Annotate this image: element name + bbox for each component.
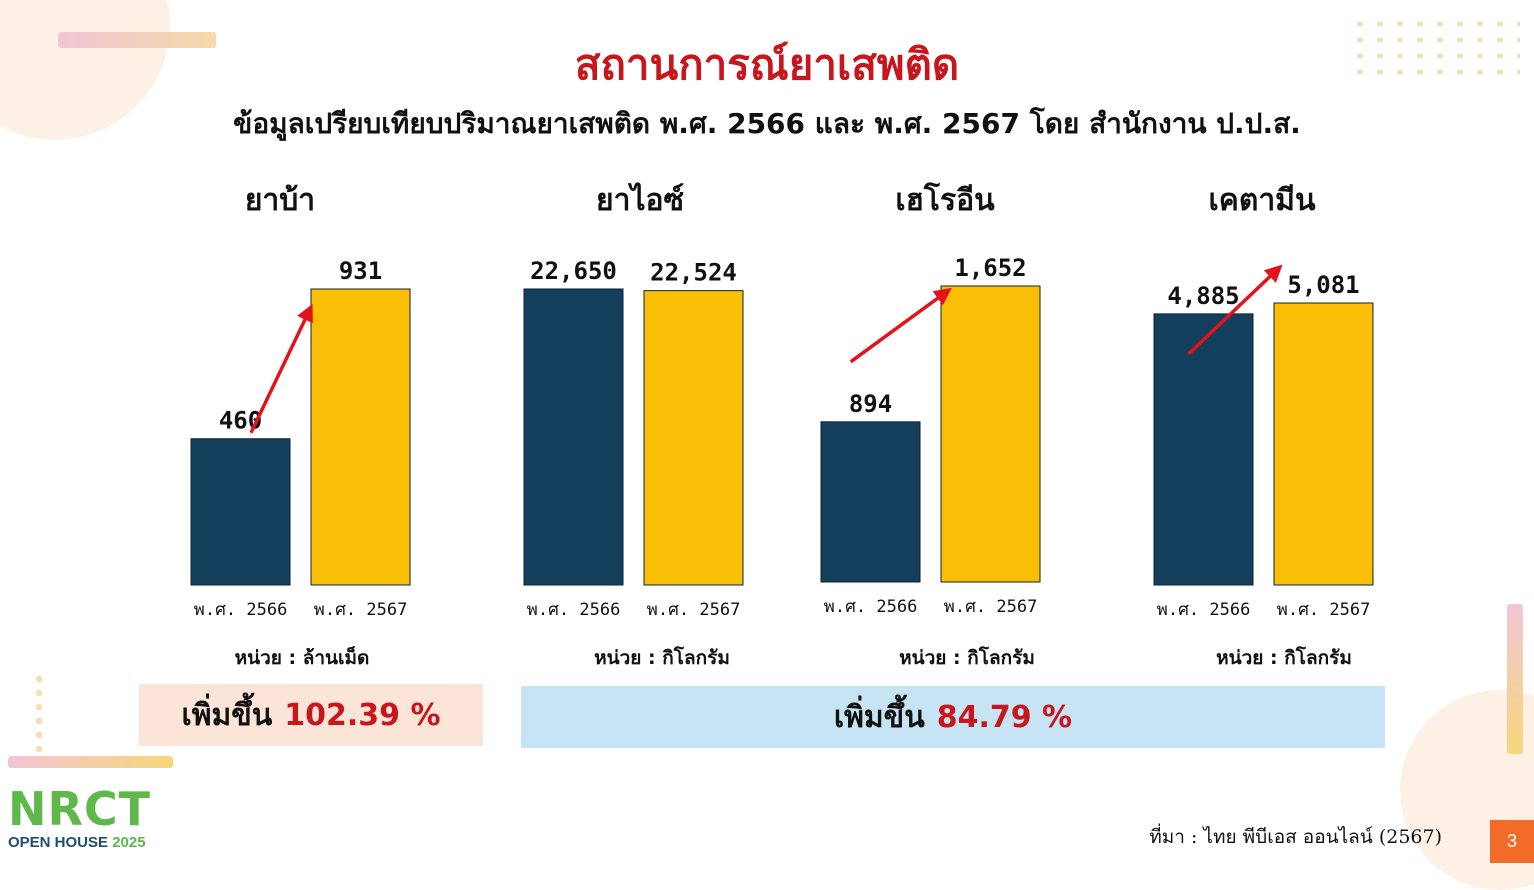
data-label: 5,081 xyxy=(1287,271,1359,299)
page-subtitle: ข้อมูลเปรียบเทียบปริมาณยาเสพติด พ.ศ. 256… xyxy=(233,107,1301,140)
data-label: 4,885 xyxy=(1167,282,1239,310)
nrct-logo: NRCT OPEN HOUSE 2025 xyxy=(8,756,188,851)
category-label: พ.ศ. 2566 xyxy=(194,600,288,620)
category-label: พ.ศ. 2566 xyxy=(527,600,621,620)
chart-title: ยาไอซ์ xyxy=(596,182,684,218)
category-label: พ.ศ. 2567 xyxy=(314,600,408,620)
trend-arrow xyxy=(849,287,952,364)
unit-label: หน่วย : ล้านเม็ด xyxy=(235,645,370,669)
chart-title: เฮโรอีน xyxy=(895,181,995,218)
data-label: 22,650 xyxy=(530,257,617,285)
trend-arrow xyxy=(249,303,313,434)
data-label: 931 xyxy=(339,257,382,285)
unit-label: หน่วย : กิโลกรัม xyxy=(594,646,730,669)
logo-subtitle-text: OPEN HOUSE xyxy=(8,834,109,851)
increase-banner-right: เพิ่มขึ้น 84.79 % xyxy=(521,686,1385,748)
logo-subtitle: OPEN HOUSE 2025 xyxy=(8,834,188,851)
increase-label: เพิ่มขึ้น xyxy=(833,699,925,735)
category-label: พ.ศ. 2567 xyxy=(1277,600,1371,620)
logo-year: 2025 xyxy=(112,834,146,851)
page-title: สถานการณ์ยาเสพติด xyxy=(574,40,960,89)
bar xyxy=(643,290,744,586)
logo-gradient-bar xyxy=(8,756,173,768)
bar xyxy=(1153,313,1254,586)
category-label: พ.ศ. 2566 xyxy=(1157,600,1251,620)
data-label: 894 xyxy=(849,390,892,418)
bar xyxy=(820,421,921,583)
bar xyxy=(190,438,291,586)
page-number: 3 xyxy=(1490,820,1534,863)
trend-arrow xyxy=(1187,264,1283,356)
bar xyxy=(523,288,624,586)
increase-percent: 102.39 % xyxy=(284,697,441,733)
category-label: พ.ศ. 2567 xyxy=(647,600,741,620)
category-label: พ.ศ. 2566 xyxy=(824,597,918,617)
chart-title: ยาบ้า xyxy=(245,183,315,218)
bar xyxy=(940,285,1041,583)
category-label: พ.ศ. 2567 xyxy=(944,597,1038,617)
source-citation: ที่มา : ไทย พีบีเอส ออนไลน์ (2567) xyxy=(1149,826,1442,848)
data-label: 22,524 xyxy=(650,259,737,287)
increase-label: เพิ่มขึ้น xyxy=(181,697,273,733)
data-label: 1,652 xyxy=(954,254,1026,282)
chart-title: เคตามีน xyxy=(1209,183,1316,218)
unit-label: หน่วย : กิโลกรัม xyxy=(899,646,1035,669)
bar xyxy=(1273,302,1374,586)
bar xyxy=(310,288,411,586)
logo-name: NRCT xyxy=(8,782,152,836)
unit-label: หน่วย : กิโลกรัม xyxy=(1216,646,1352,669)
increase-percent: 84.79 % xyxy=(936,699,1073,735)
increase-banner-left: เพิ่มขึ้น 102.39 % xyxy=(139,684,483,746)
